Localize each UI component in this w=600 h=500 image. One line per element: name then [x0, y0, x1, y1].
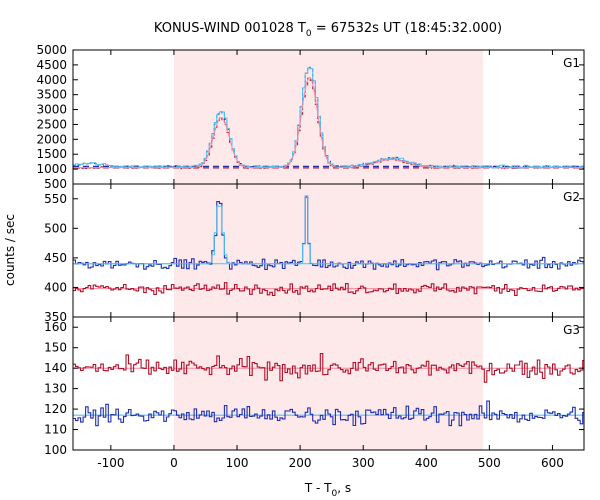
y-tick-label: 140 [44, 361, 67, 375]
y-tick-label: 2500 [36, 117, 67, 131]
y-tick-label: 450 [44, 251, 67, 265]
y-tick-label: 500 [44, 221, 67, 235]
x-tick-label: 300 [352, 456, 375, 470]
shaded-interval [173, 50, 484, 184]
panel-label: G2 [563, 190, 580, 204]
g1-series-pink [73, 77, 584, 169]
x-tick-label: -100 [97, 456, 124, 470]
y-tick-label: 500 [44, 177, 67, 191]
y-tick-label: 3500 [36, 88, 67, 102]
panel-g3: 100 110 120 130 140 150 160 G3 [44, 316, 585, 457]
series-group [73, 195, 584, 297]
y-tick-label: 400 [44, 280, 67, 294]
x-tick-label: 100 [226, 456, 249, 470]
panels-group: 100015002000250030003500400045005000500G… [36, 43, 585, 470]
shaded-interval [173, 317, 484, 450]
y-tick-label: 2000 [36, 132, 67, 146]
y-axis-label: counts / sec [3, 214, 17, 286]
y-tick-label: 4000 [36, 73, 67, 87]
g2-series-cyan [73, 195, 584, 265]
panel-g2: 400 450 500 550 350 G2 [44, 183, 585, 324]
y-tick-label: 350 [44, 310, 67, 324]
g2-series-blue [73, 196, 584, 271]
panel-frame [72, 316, 585, 451]
g3-series-red [73, 353, 584, 383]
y-tick-label: 130 [44, 382, 67, 396]
y-tick-label: 550 [44, 192, 67, 206]
panel-label: G3 [563, 323, 580, 337]
y-tick-label: 100 [44, 443, 67, 457]
y-tick-label: 1000 [36, 162, 67, 176]
y-tick-label: 3000 [36, 103, 67, 117]
y-tick-label: 1500 [36, 147, 67, 161]
x-tick-label: 600 [541, 456, 564, 470]
y-tick-label: 4500 [36, 58, 67, 72]
series-group [73, 353, 584, 427]
y-tick-label: 150 [44, 341, 67, 355]
g3-series-blue [73, 400, 584, 427]
chart-title: KONUS-WIND 001028 T0 = 67532s UT (18:45:… [154, 21, 502, 39]
x-axis-label: T - T0, s [304, 481, 351, 499]
g2-series-red [73, 282, 584, 297]
x-tick-label: 500 [478, 456, 501, 470]
x-tick-label: 0 [170, 456, 178, 470]
shaded-interval [173, 184, 484, 317]
y-tick-label: 120 [44, 402, 67, 416]
x-tick-label: 400 [415, 456, 438, 470]
y-tick-label: 5000 [36, 43, 67, 57]
y-tick-label: 110 [44, 423, 67, 437]
x-tick-label: 200 [289, 456, 312, 470]
y-tick-label: 160 [44, 320, 67, 334]
panel-label: G1 [563, 56, 580, 70]
series-group [73, 66, 584, 170]
